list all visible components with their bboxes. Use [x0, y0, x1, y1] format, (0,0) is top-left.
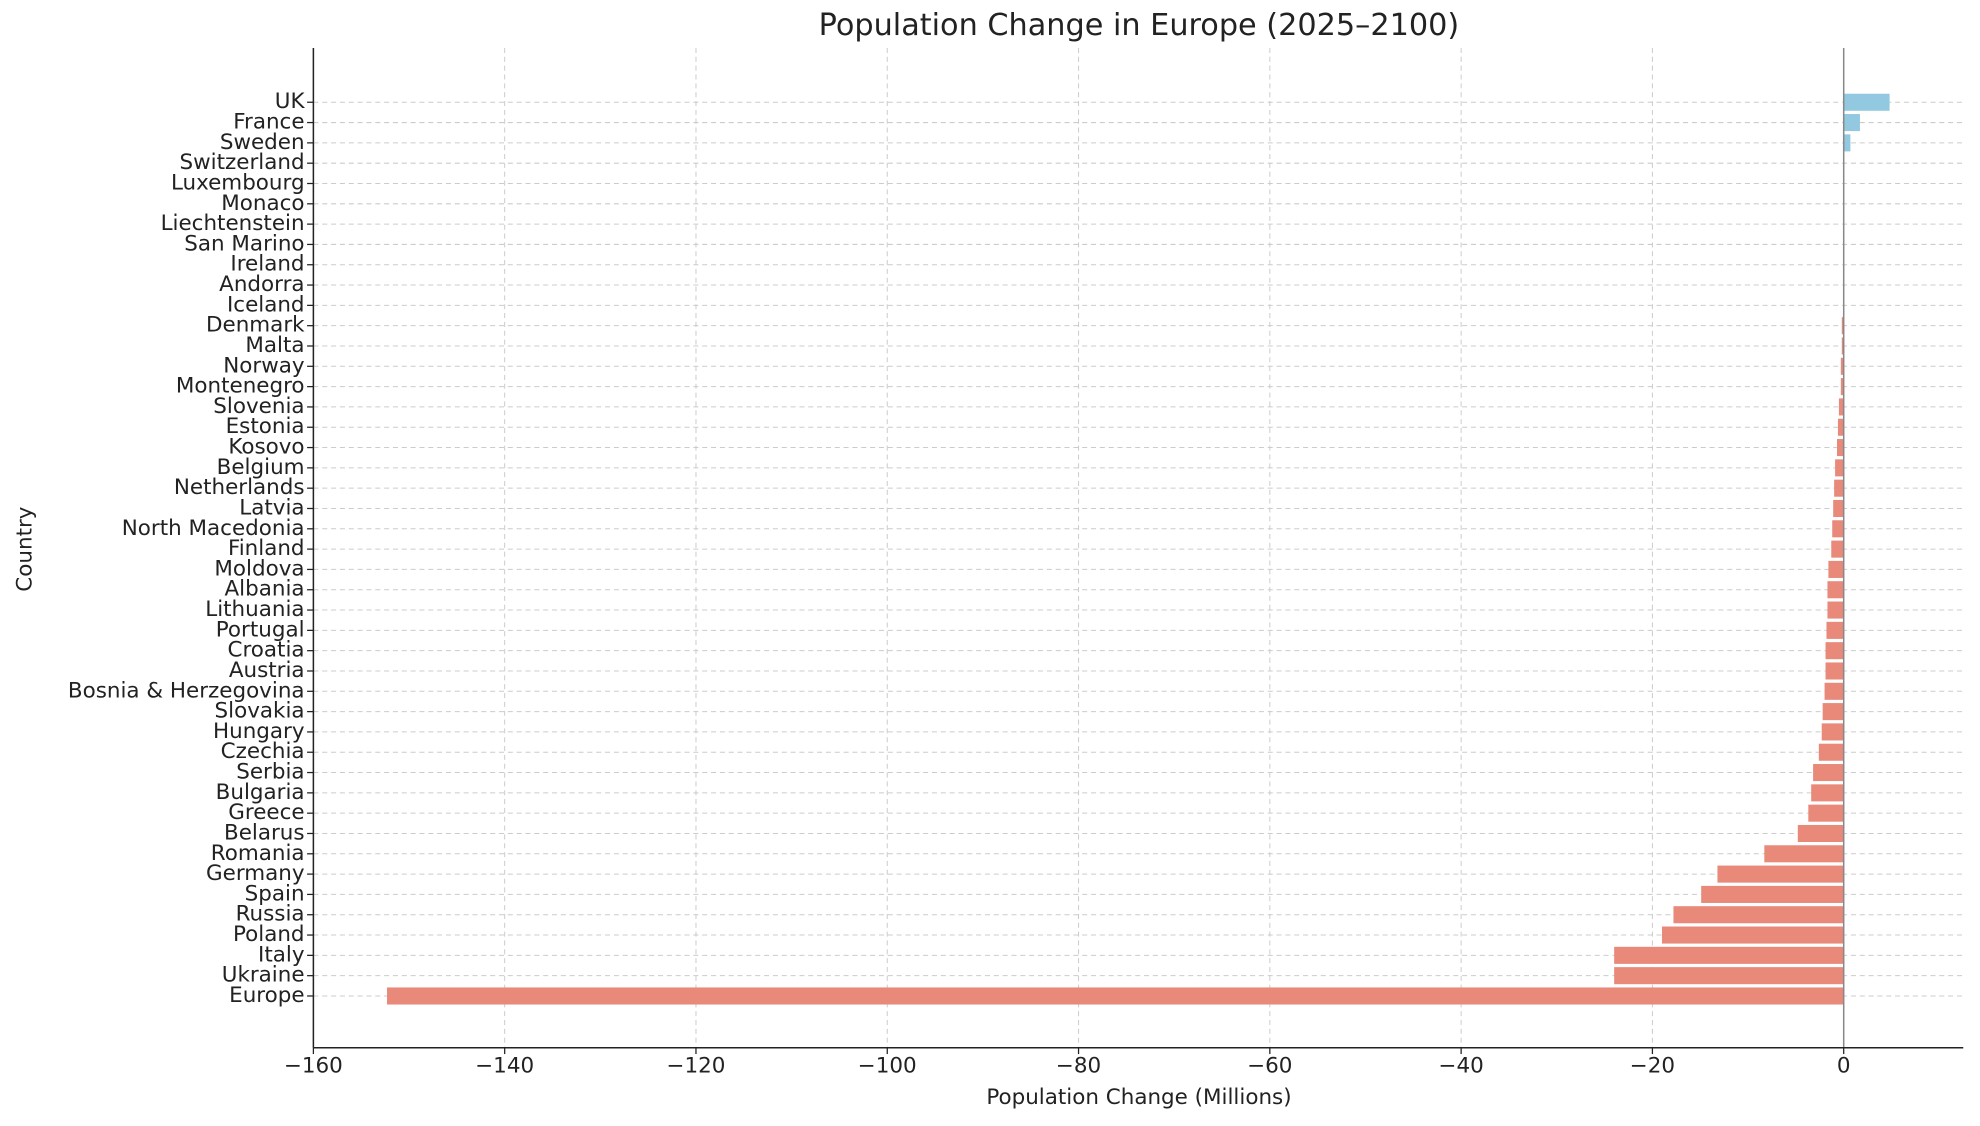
- x-tick-label: −40: [1438, 1054, 1483, 1079]
- y-tick-label: Poland: [233, 922, 305, 947]
- bar: [1822, 703, 1844, 721]
- y-tick-label: Moldova: [214, 556, 304, 581]
- bar: [1614, 946, 1844, 964]
- y-tick-label: North Macedonia: [122, 516, 305, 541]
- y-tick-label: Slovakia: [215, 699, 305, 724]
- y-tick-label: Spain: [245, 881, 305, 906]
- y-tick-label: Ireland: [230, 252, 304, 277]
- y-tick-label: Russia: [236, 902, 305, 927]
- y-tick-label: Denmark: [206, 313, 305, 338]
- bar: [1808, 804, 1844, 822]
- bar: [1614, 967, 1844, 985]
- bar: [1673, 906, 1844, 924]
- y-tick-label: Hungary: [213, 719, 305, 744]
- bar: [1661, 926, 1844, 944]
- x-tick-label: −60: [1247, 1054, 1292, 1079]
- y-tick-label: Greece: [228, 800, 304, 825]
- y-tick-label: Norway: [223, 353, 305, 378]
- bar: [1843, 93, 1890, 111]
- y-tick-label: Belarus: [224, 820, 305, 845]
- y-tick-label: Malta: [245, 333, 304, 358]
- y-tick-label: San Marino: [184, 231, 304, 256]
- bar: [1764, 845, 1844, 863]
- bar: [387, 987, 1844, 1005]
- bar: [1843, 134, 1851, 152]
- bar: [1827, 581, 1844, 599]
- y-tick-label: UK: [275, 89, 306, 114]
- bar: [1824, 682, 1844, 700]
- y-tick-label: France: [233, 110, 304, 135]
- y-tick-label: Netherlands: [174, 475, 305, 500]
- y-tick-label: Germany: [206, 861, 305, 886]
- y-tick-label: Andorra: [219, 272, 304, 297]
- y-tick-label: Latvia: [239, 495, 304, 520]
- bar: [1821, 723, 1844, 741]
- y-tick-label: Finland: [228, 536, 305, 561]
- bar: [1834, 479, 1844, 497]
- y-tick-label: Lithuania: [205, 597, 304, 622]
- bar: [1818, 743, 1844, 761]
- x-tick-label: −80: [1056, 1054, 1101, 1079]
- bar: [1833, 499, 1844, 518]
- x-tick-label: −20: [1630, 1054, 1675, 1079]
- x-tick-label: −140: [475, 1054, 534, 1079]
- bar: [1840, 357, 1844, 375]
- x-tick-label: 0: [1837, 1054, 1851, 1079]
- y-tick-label: Czechia: [221, 739, 305, 764]
- y-tick-label: Austria: [229, 658, 305, 683]
- bar: [1831, 540, 1844, 558]
- chart-title: Population Change in Europe (2025–2100): [819, 8, 1460, 43]
- y-tick-label: Luxembourg: [171, 170, 305, 195]
- x-axis-label: Population Change (Millions): [986, 1085, 1291, 1110]
- y-tick-label: Ukraine: [222, 963, 305, 988]
- y-tick-label: Belgium: [217, 455, 305, 480]
- bar: [1840, 378, 1844, 396]
- y-axis-label: Country: [13, 506, 38, 591]
- x-tick-label: −100: [858, 1054, 917, 1079]
- y-tick-label: Italy: [258, 942, 305, 967]
- x-tick-label: −120: [667, 1054, 726, 1079]
- y-tick-label: Liechtenstein: [161, 211, 305, 236]
- y-tick-label: Albania: [225, 577, 305, 602]
- y-tick-label: Romania: [211, 841, 305, 866]
- bar: [1825, 662, 1844, 680]
- y-tick-label: Bosnia & Herzegovina: [68, 678, 305, 703]
- bar: [1797, 824, 1844, 843]
- bar: [1825, 642, 1844, 660]
- y-tick-label: Croatia: [227, 638, 304, 663]
- bar: [1837, 439, 1844, 457]
- y-tick-label: Iceland: [227, 292, 305, 317]
- bar: [1838, 398, 1844, 416]
- bar: [1835, 459, 1844, 477]
- bar: [1826, 621, 1844, 639]
- y-tick-label: Kosovo: [228, 435, 304, 460]
- y-tick-label: Montenegro: [176, 374, 305, 399]
- bar: [1843, 114, 1860, 132]
- y-tick-label: Monaco: [221, 191, 304, 216]
- y-tick-label: Slovenia: [213, 394, 304, 419]
- y-tick-label: Europe: [229, 983, 304, 1008]
- bar: [1813, 764, 1844, 782]
- bar: [1811, 784, 1844, 802]
- y-tick-label: Portugal: [216, 617, 305, 642]
- y-tick-label: Estonia: [226, 414, 305, 439]
- y-tick-label: Sweden: [220, 130, 305, 155]
- bar: [1841, 337, 1844, 355]
- bar: [1701, 885, 1844, 903]
- bar: [1827, 601, 1844, 619]
- y-tick-label: Bulgaria: [216, 780, 305, 805]
- bar: [1828, 560, 1844, 578]
- bar: [1841, 317, 1844, 335]
- bar: [1832, 520, 1844, 538]
- y-tick-label: Switzerland: [180, 150, 305, 175]
- y-tick-label: Serbia: [236, 760, 304, 785]
- bar: [1837, 418, 1844, 436]
- x-tick-label: −160: [284, 1054, 343, 1079]
- bar: [1717, 865, 1844, 883]
